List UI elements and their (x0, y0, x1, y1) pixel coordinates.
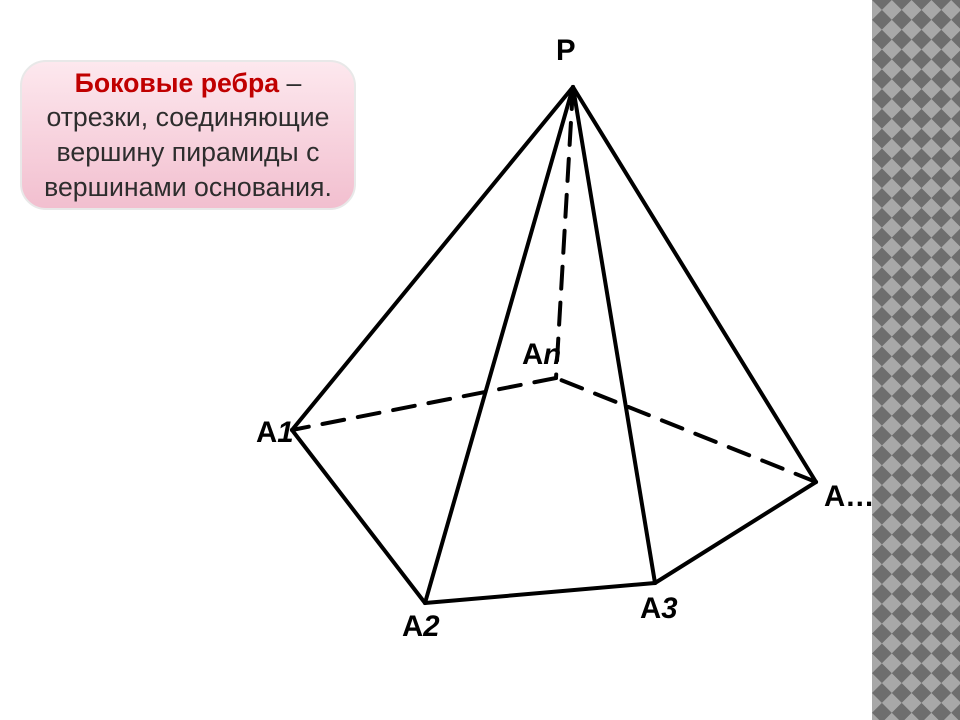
edge-A2-A3 (425, 583, 655, 603)
vertex-label-P: P (556, 34, 576, 68)
edge-apex-Adots (573, 87, 816, 482)
pyramid-diagram (0, 0, 960, 720)
vertex-label-An: Аn (522, 338, 561, 372)
edge-Adots-An (556, 378, 816, 482)
vertex-label-Adots: А… (824, 480, 875, 514)
edge-apex-A3 (573, 87, 655, 583)
edge-An-A1 (292, 378, 556, 430)
vertex-label-A2: А2 (402, 610, 440, 644)
vertex-label-A3: А3 (640, 592, 678, 626)
edge-apex-A1 (292, 87, 573, 430)
edge-A3-Adots (655, 482, 816, 583)
vertex-label-A1: А1 (256, 416, 294, 450)
edge-A1-A2 (292, 430, 425, 603)
slide-canvas: Боковые ребра – отрезки, соединяющие вер… (0, 0, 960, 720)
